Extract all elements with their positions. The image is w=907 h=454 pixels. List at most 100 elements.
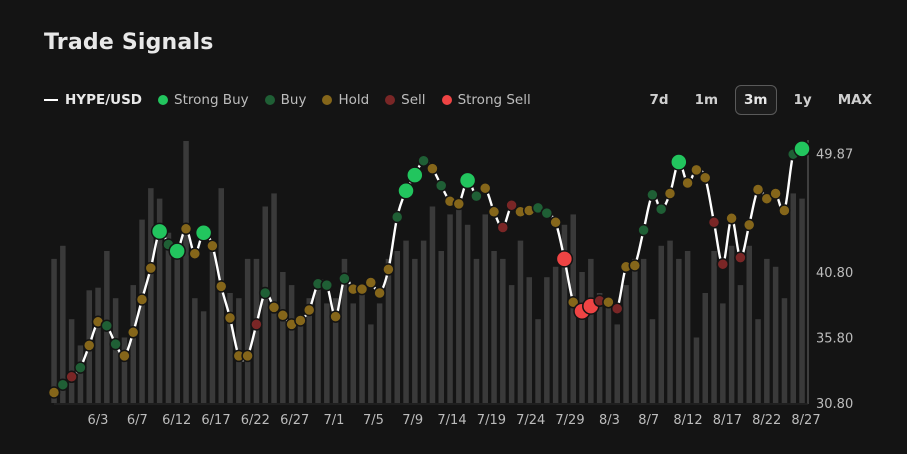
signal-point[interactable]	[406, 166, 424, 184]
x-tick-label: 7/1	[324, 413, 345, 428]
signal-point[interactable]	[769, 187, 782, 200]
signal-point[interactable]	[690, 163, 703, 177]
signal-point[interactable]	[188, 247, 202, 260]
signal-point[interactable]	[118, 349, 131, 363]
signal-point[interactable]	[74, 361, 87, 374]
signal-point[interactable]	[397, 182, 415, 200]
signal-point[interactable]	[223, 311, 237, 325]
signal-point[interactable]	[478, 181, 492, 195]
x-tick-label: 6/17	[201, 413, 230, 428]
range-button-1m[interactable]: 1m	[694, 92, 719, 108]
x-tick-label: 7/5	[363, 413, 384, 428]
signal-point[interactable]	[487, 205, 501, 219]
signal-point[interactable]	[434, 179, 448, 192]
signal-point[interactable]	[742, 218, 756, 232]
signal-point[interactable]	[338, 272, 351, 285]
signal-point[interactable]	[135, 293, 149, 306]
signal-point[interactable]	[241, 349, 254, 363]
signal-point[interactable]	[355, 282, 369, 296]
signal-point[interactable]	[126, 326, 140, 339]
signal-point[interactable]	[505, 198, 518, 212]
signal-point[interactable]	[458, 171, 477, 190]
signal-point[interactable]	[382, 263, 395, 276]
signal-point[interactable]	[276, 309, 290, 322]
volume-bar	[350, 303, 356, 403]
signal-point[interactable]	[549, 216, 562, 229]
range-button-1y[interactable]: 1y	[793, 92, 812, 108]
signal-point[interactable]	[566, 295, 580, 309]
signal-point[interactable]	[194, 223, 213, 242]
signal-point[interactable]	[250, 318, 263, 331]
signal-point[interactable]	[670, 153, 688, 171]
x-tick-label: 6/22	[241, 413, 270, 428]
signal-point[interactable]	[179, 222, 193, 236]
volume-bar	[51, 258, 57, 403]
signal-point[interactable]	[496, 221, 510, 234]
chart-legend: HYPE/USD Strong Buy Buy Hold Sell Strong…	[44, 90, 547, 110]
signal-point[interactable]	[373, 286, 386, 300]
signal-point[interactable]	[258, 286, 272, 300]
signal-point[interactable]	[663, 187, 677, 200]
volume-bar	[200, 311, 207, 403]
volume-bar	[772, 266, 779, 403]
legend-item-strong-sell: Strong Sell	[441, 92, 531, 108]
signal-point[interactable]	[681, 176, 694, 190]
signal-point[interactable]	[716, 257, 730, 271]
volume-bar	[271, 193, 277, 403]
signal-point[interactable]	[555, 250, 574, 268]
signal-point[interactable]	[168, 242, 186, 260]
signal-point[interactable]	[610, 302, 624, 315]
signal-point[interactable]	[654, 202, 668, 216]
signal-point[interactable]	[329, 310, 342, 323]
signal-point[interactable]	[725, 212, 738, 225]
volume-bar	[552, 266, 559, 403]
range-button-max[interactable]: MAX	[837, 92, 872, 108]
legend-item-buy: Buy	[264, 92, 306, 108]
x-tick-label: 6/3	[88, 413, 109, 428]
signal-point[interactable]	[364, 276, 378, 289]
signal-point[interactable]	[294, 314, 307, 327]
signal-point[interactable]	[637, 223, 650, 237]
signal-point[interactable]	[778, 204, 791, 217]
signal-point[interactable]	[426, 162, 439, 175]
volume-bar	[658, 245, 664, 403]
y-tick-label: 35.80	[816, 332, 853, 347]
signal-point[interactable]	[602, 295, 615, 309]
legend-label: Strong Buy	[174, 92, 249, 108]
range-button-3m[interactable]: 3m	[735, 85, 777, 115]
signal-point[interactable]	[65, 370, 78, 384]
x-tick-label: 8/7	[638, 413, 659, 428]
x-tick-label: 8/12	[673, 413, 702, 428]
signal-point[interactable]	[417, 154, 430, 167]
signal-point[interactable]	[302, 303, 316, 317]
volume-bar	[253, 258, 260, 403]
signal-point[interactable]	[698, 171, 712, 184]
signal-point[interactable]	[214, 280, 228, 293]
x-tick-label: 7/19	[477, 413, 506, 428]
range-button-7d[interactable]: 7d	[649, 92, 669, 108]
signal-point[interactable]	[646, 188, 659, 202]
signal-point[interactable]	[267, 301, 281, 314]
signal-point[interactable]	[100, 319, 114, 332]
signal-point[interactable]	[793, 140, 811, 158]
volume-bar	[165, 232, 172, 403]
signal-point[interactable]	[540, 206, 554, 220]
signal-point[interactable]	[707, 216, 721, 229]
y-tick-label: 30.80	[816, 397, 853, 412]
signal-point[interactable]	[82, 339, 96, 352]
signal-point[interactable]	[109, 337, 122, 351]
signal-point[interactable]	[390, 210, 404, 224]
signal-point[interactable]	[206, 239, 219, 253]
signal-point[interactable]	[452, 197, 466, 211]
x-tick-label: 7/24	[516, 413, 545, 428]
signal-point[interactable]	[144, 261, 158, 275]
signal-point[interactable]	[320, 278, 334, 292]
signal-point[interactable]	[751, 183, 765, 196]
signal-point[interactable]	[56, 378, 70, 391]
signal-point[interactable]	[628, 259, 642, 272]
signal-point[interactable]	[734, 251, 747, 264]
signal-point[interactable]	[470, 189, 483, 203]
signal-point[interactable]	[150, 222, 169, 241]
signal-point[interactable]	[47, 386, 61, 399]
volume-bar	[614, 324, 620, 403]
